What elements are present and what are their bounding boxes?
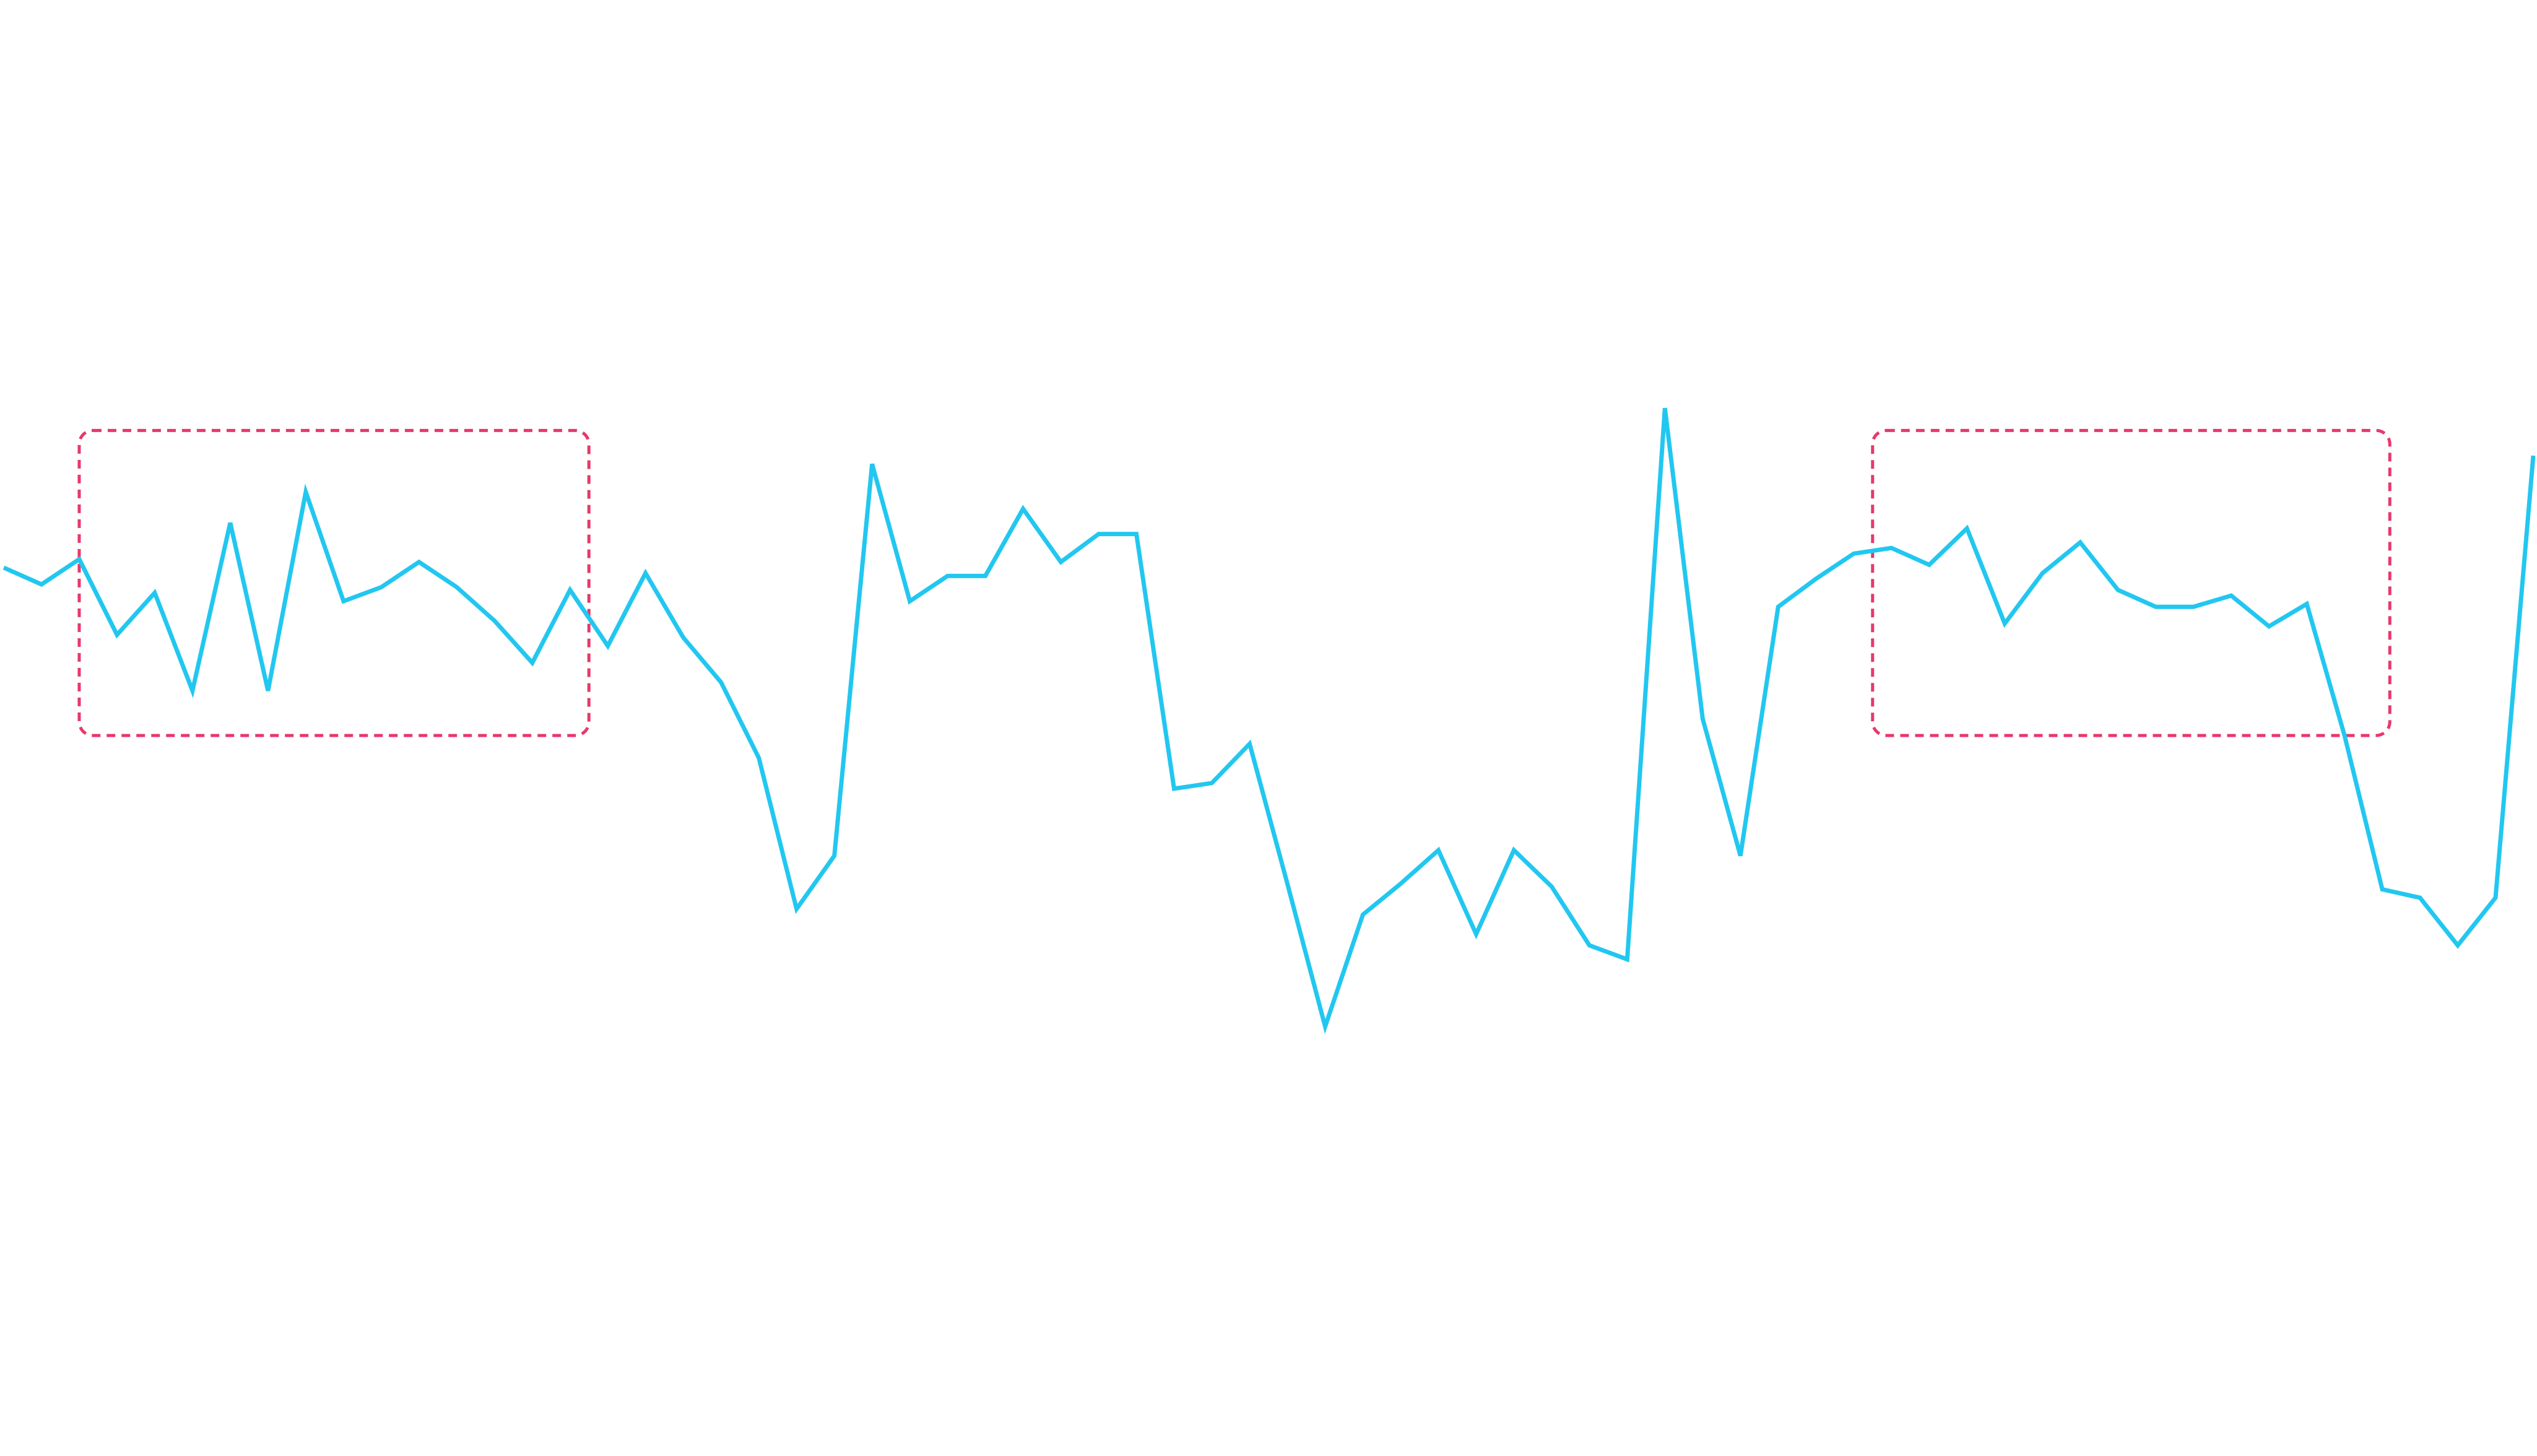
highlight-box-1 bbox=[77, 428, 591, 737]
highlight-box-2 bbox=[1871, 428, 2392, 737]
annotations-layer bbox=[77, 428, 2392, 737]
series-layer bbox=[2, 407, 2536, 1034]
series-line-1 bbox=[2, 407, 2536, 1034]
